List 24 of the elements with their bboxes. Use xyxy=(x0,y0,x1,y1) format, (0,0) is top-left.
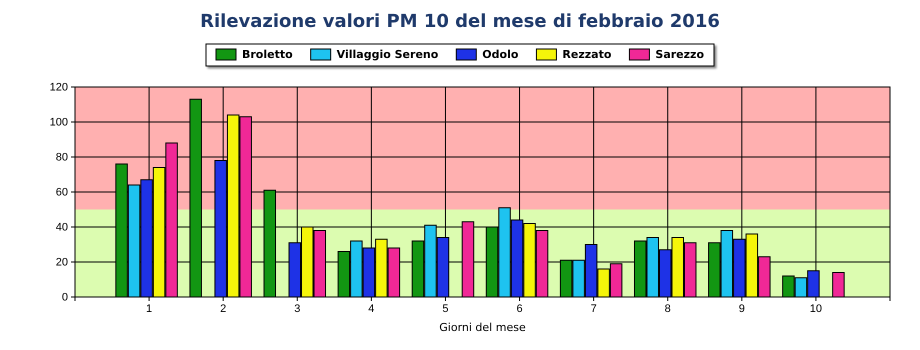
chart-title: Rilevazione valori PM 10 del mese di febbraio 2016 xyxy=(200,11,720,32)
x-axis-title: Giorni del mese xyxy=(439,321,526,334)
legend-label: Villaggio Sereno xyxy=(336,48,439,61)
y-tick-label: 100 xyxy=(50,116,68,129)
legend-label: Sarezzo xyxy=(655,48,704,61)
x-tick-label: 5 xyxy=(442,302,449,315)
y-tick-label: 60 xyxy=(56,186,68,199)
legend-label: Broletto xyxy=(242,48,294,61)
x-tick-label: 8 xyxy=(664,302,671,315)
y-tick-label: 0 xyxy=(62,292,68,304)
x-tick-label: 4 xyxy=(368,302,374,315)
y-tick-label: 120 xyxy=(50,82,68,94)
x-tick-label: 1 xyxy=(146,302,152,315)
x-tick-label: 7 xyxy=(590,302,597,315)
y-tick-label: 20 xyxy=(56,256,68,269)
y-tick-label: 40 xyxy=(56,222,68,234)
x-tick-label: 10 xyxy=(810,302,822,315)
legend-label: Rezzato xyxy=(562,48,612,61)
x-tick-label: 6 xyxy=(516,302,523,315)
x-tick-label: 3 xyxy=(294,302,300,315)
x-tick-label: 9 xyxy=(738,302,745,315)
x-tick-label: 2 xyxy=(220,302,226,315)
legend-label: Odolo xyxy=(482,48,519,61)
y-tick-label: 80 xyxy=(56,152,68,164)
